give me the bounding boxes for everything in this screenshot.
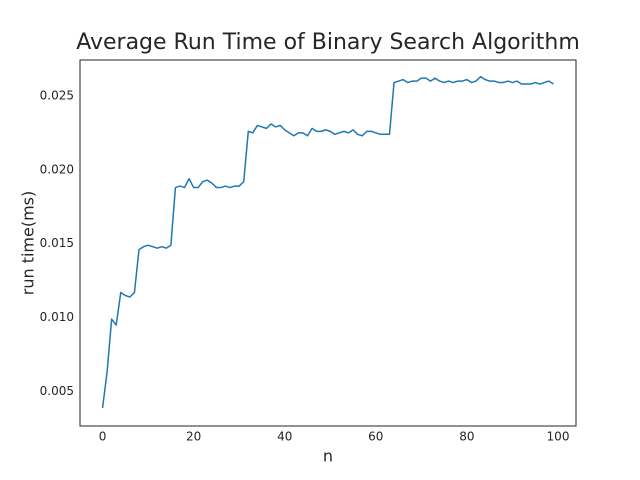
x-tick-label: 0 (99, 430, 107, 444)
y-tick-label: 0.010 (40, 310, 74, 324)
plot-frame (79, 59, 577, 427)
x-tick-label: 100 (547, 430, 570, 444)
x-tick-label: 40 (277, 430, 292, 444)
x-axis-label: n (323, 447, 333, 466)
chart-title: Average Run Time of Binary Search Algori… (76, 30, 580, 55)
y-tick-label: 0.005 (40, 384, 74, 398)
y-tick-label: 0.015 (40, 236, 74, 250)
data-line (101, 75, 554, 409)
y-tick-label: 0.020 (40, 162, 74, 176)
x-tick-label: 60 (368, 430, 383, 444)
x-tick-label: 20 (186, 430, 201, 444)
y-tick-label: 0.025 (40, 88, 74, 102)
y-axis-label: run time(ms) (19, 191, 38, 296)
x-tick-label: 80 (459, 430, 474, 444)
